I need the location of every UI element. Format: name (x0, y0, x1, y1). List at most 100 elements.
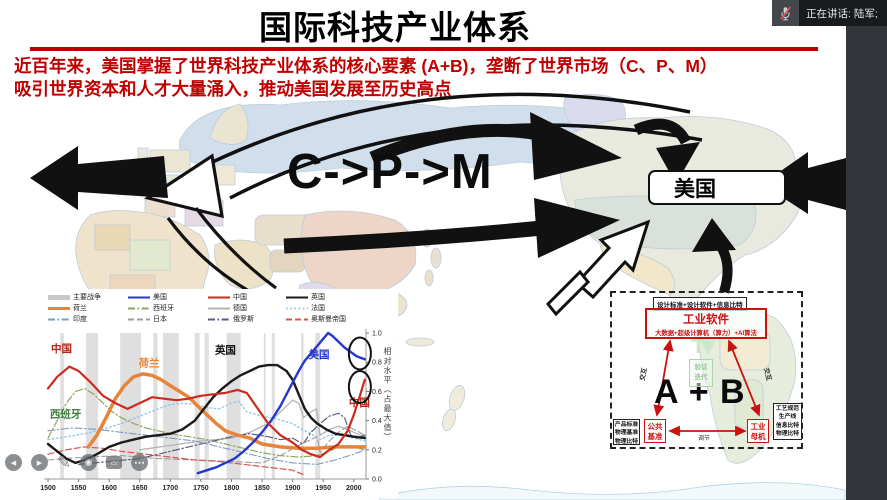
legend-item: 日本 (128, 314, 208, 324)
info-bit-line: 信息比特 (775, 422, 800, 429)
physical-base-line: 物理基准 (614, 430, 639, 437)
svg-text:0.0: 0.0 (372, 477, 382, 484)
legend-label: 印度 (73, 316, 87, 323)
svg-text:0.8: 0.8 (372, 360, 382, 367)
right-import-arrow (762, 152, 846, 214)
industrial-machine-box: 工业母机 (747, 419, 769, 443)
toolbar-next-button[interactable]: ▶ (31, 454, 48, 471)
subtitle-line-2: 吸引世界资本和人才大量涌入，推动美国发展至历史高点 (14, 79, 452, 99)
svg-text:2000: 2000 (346, 485, 362, 492)
speaking-label: 正在讲话: 陆军; (799, 0, 887, 26)
legend-label: 德国 (233, 305, 247, 312)
abp-diagram: 设计标准+设计软件+信息比特 工业软件 大数据+超级计算机（算力）+AI算法 A… (610, 291, 803, 449)
svg-text:1800: 1800 (224, 485, 240, 492)
speaking-indicator-bar: 正在讲话: 陆军; (772, 0, 887, 26)
physical-bit-line-2: 物理比特 (775, 431, 800, 438)
svg-text:1500: 1500 (40, 485, 56, 492)
flow-arrow-lower (283, 220, 543, 254)
legend-item: 俄罗斯 (208, 314, 286, 324)
toolbar-pen-button[interactable]: ✎ (56, 452, 72, 472)
physical-bit-line: 物理比特 (614, 438, 639, 445)
svg-text:1700: 1700 (163, 485, 179, 492)
timeline-chart: 1500 1550 1600 1650 1700 1750 1800 1850 1900 1950… (40, 322, 392, 494)
svg-text:1850: 1850 (254, 485, 270, 492)
legend-label: 法国 (311, 305, 325, 312)
legend-item: 德国 (208, 303, 286, 313)
legend-item: 英国 (286, 292, 366, 302)
legend-label: 西班牙 (153, 305, 174, 312)
legend-label: 日本 (153, 316, 167, 323)
chart-annotation: 英国 (214, 343, 236, 356)
adjust-label: 调节 (698, 436, 711, 442)
legend-item: 美国 (128, 292, 208, 302)
series-俄罗斯 (78, 412, 366, 465)
series-英国 (46, 363, 366, 465)
usa-box: 美国 (648, 170, 786, 205)
series-中国 (46, 365, 366, 459)
legend-item: 西班牙 (128, 303, 208, 313)
industrial-software-title: 工业软件 (683, 314, 729, 326)
timeline-chart-panel: 主要战争 美国 中国 英国 荷兰 西班牙 德国 法国 印度 日本 俄罗斯 奥斯曼帝国 1500 1550… (36, 289, 398, 498)
hook-arrow (633, 118, 691, 145)
chart-annotation: 中国 (51, 342, 72, 355)
public-base-box: 公共基准 (644, 419, 666, 443)
chart-annotation: 美国 (309, 348, 330, 361)
series-美国 (196, 331, 366, 475)
chart-annotation: 西班牙 (50, 408, 82, 421)
process-spec-line: 工艺规范 (775, 406, 800, 412)
presenter-toolbar: ◀ ▶ ✎ ◉ ▭ ⋯ (5, 452, 148, 472)
chart-annotation: 荷兰 (138, 357, 160, 370)
legend-item: 荷兰 (48, 303, 128, 313)
svg-text:0.2: 0.2 (372, 447, 382, 454)
presentation-slide: 国际科技产业体系 近百年来，美国掌握了世界科技产业体系的核心要素 (A+B)，垄… (5, 9, 846, 500)
series-法国 (47, 400, 366, 442)
legend-label: 俄罗斯 (233, 316, 254, 323)
emphasis-ellipse (347, 370, 372, 405)
cpm-flow-label: C->P->M (287, 145, 493, 199)
toolbar-more-button[interactable]: ⋯ (131, 454, 148, 471)
verify-iterate-box: 验证迭代 (689, 359, 713, 387)
svg-text:1550: 1550 (71, 485, 87, 492)
emphasis-ellipse (347, 336, 372, 371)
legend-label: 美国 (153, 294, 167, 301)
toolbar-laser-button[interactable]: ◉ (80, 454, 97, 471)
legend-item: 中国 (208, 292, 286, 302)
legend-label: 英国 (311, 294, 325, 301)
legend-item: 主要战争 (48, 292, 128, 302)
chart-legend: 主要战争 美国 中国 英国荷兰 西班牙 德国 法国印度 日本 俄罗斯 奥斯曼帝国 (48, 292, 366, 324)
legend-label: 主要战争 (73, 294, 101, 301)
legend-label: 荷兰 (73, 305, 87, 312)
production-line-line: 生产线 (778, 414, 797, 421)
industrial-software-box: 工业软件 大数据+超级计算机（算力）+AI算法 (645, 308, 767, 339)
muted-microphone-icon[interactable] (772, 0, 799, 26)
toolbar-prev-button[interactable]: ◀ (5, 454, 22, 471)
legend-item: 奥斯曼帝国 (286, 314, 366, 324)
subtitle-line-1: 近百年来，美国掌握了世界科技产业体系的核心要素 (A+B)，垄断了世界市场（C、… (14, 56, 718, 76)
app-background-strip (846, 0, 887, 500)
flow-arrows (30, 92, 846, 317)
series-印度 (47, 427, 366, 465)
product-standard-line: 产品标准 (614, 422, 639, 428)
toolbar-board-button[interactable]: ▭ (106, 456, 122, 469)
series-奥斯曼帝国 (47, 446, 305, 476)
legend-item: 法国 (286, 303, 366, 313)
legend-item: 印度 (48, 314, 128, 324)
title-divider (30, 47, 818, 51)
legend-label: 奥斯曼帝国 (311, 316, 346, 323)
svg-text:1750: 1750 (193, 485, 209, 492)
svg-text:1650: 1650 (132, 485, 148, 492)
svg-text:0.4: 0.4 (372, 418, 382, 425)
cycle-arc-outer (195, 92, 691, 172)
series-德国 (139, 399, 366, 451)
chart-y-axis-label: 相对水平（占最大值） (383, 347, 392, 442)
industrial-software-subtitle: 大数据+超级计算机（算力）+AI算法 (655, 330, 757, 337)
white-up-arrow (574, 219, 651, 300)
product-standard-box: 产品标准 物理基准 物理比特 (613, 419, 640, 445)
legend-label: 中国 (233, 294, 247, 301)
svg-text:1950: 1950 (315, 485, 331, 492)
svg-text:1.0: 1.0 (372, 331, 382, 338)
process-spec-box: 工艺规范 生产线 信息比特 物理比特 (773, 403, 802, 440)
flow-arrow-upper (369, 123, 550, 165)
svg-text:1900: 1900 (285, 485, 301, 492)
cycle-arrowhead (144, 153, 224, 219)
